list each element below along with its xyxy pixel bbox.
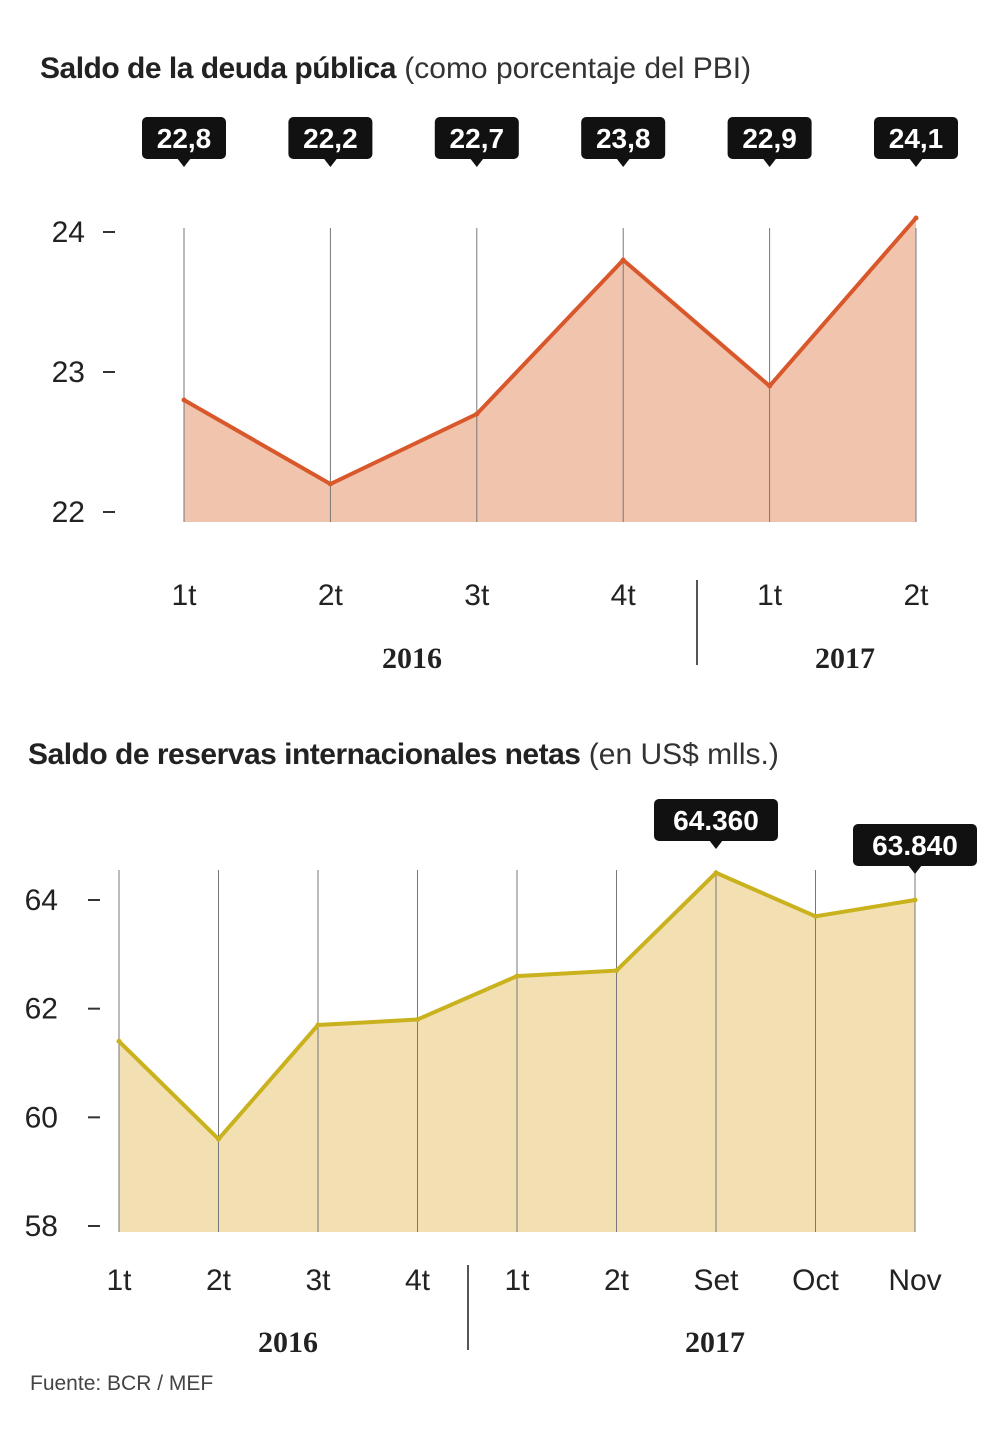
chart1-data-label-pointer: [323, 158, 338, 167]
chart1-data-label-pointer: [177, 158, 191, 167]
chart2-category-label: Set: [693, 1264, 739, 1297]
chart1-data-label: 22,9: [742, 123, 797, 154]
chart1-data-label: 22,7: [450, 123, 505, 154]
chart2-category-label: 2t: [206, 1264, 232, 1297]
chart1-data-label-callout: 22,9: [727, 117, 812, 167]
chart2-subtitle: (en US$ mlls.): [588, 738, 779, 771]
chart2-title: Saldo de reservas internacionales netas …: [28, 738, 779, 772]
chart1-title-main: Saldo de la deuda pública: [40, 52, 396, 85]
chart2-data-point: [415, 1017, 420, 1023]
chart1-data-label-callout: 22,2: [288, 117, 373, 167]
chart2-data-point: [514, 973, 520, 979]
chart1-data-label-callout: 23,8: [581, 117, 666, 167]
chart1-category-label: 2t: [318, 579, 344, 612]
chart2-category-label: Oct: [792, 1264, 839, 1297]
chart1-data-label-box: [727, 117, 812, 159]
chart1-data-label-box: [142, 117, 226, 159]
chart1-data-label-pointer: [762, 158, 777, 167]
chart2-category-label: 2t: [604, 1264, 630, 1297]
chart1-data-point: [620, 257, 626, 263]
chart1-data-label-box: [581, 117, 666, 159]
chart1-data-label-pointer: [909, 158, 923, 167]
chart2-data-label-box: [853, 824, 977, 866]
chart2-category-label: 4t: [405, 1264, 431, 1297]
chart2-data-label: 63.840: [872, 830, 958, 861]
chart1-data-label-box: [288, 117, 373, 159]
chart1-data-label: 22,2: [303, 123, 358, 154]
chart1-title: Saldo de la deuda pública (como porcenta…: [40, 52, 751, 86]
chart1-year-label: 2017: [815, 642, 875, 675]
chart2-data-point: [813, 913, 818, 919]
chart2-data-label-pointer: [908, 865, 922, 874]
chart2-data-label-box: [654, 799, 778, 841]
source-note: Fuente: BCR / MEF: [30, 1372, 214, 1395]
chart1-year-label: 2016: [382, 642, 442, 675]
chart1-category-label: 1t: [757, 579, 783, 612]
chart1-subtitle: (como porcentaje del PBI): [404, 52, 752, 85]
chart2-category-label: 3t: [305, 1264, 331, 1297]
chart2-data-label: 64.360: [673, 805, 759, 836]
chart2-data-point: [315, 1022, 321, 1028]
chart1-data-point: [327, 481, 333, 487]
chart2-data-point: [912, 897, 918, 903]
chart2-year-label: 2017: [685, 1326, 745, 1359]
chart2-y-tick-label: 62: [25, 993, 58, 1026]
chart1-category-label: 4t: [611, 579, 637, 612]
chart2-y-tick-label: 64: [25, 884, 58, 917]
chart1-data-label-box: [874, 117, 958, 159]
chart1-category-label: 1t: [171, 579, 197, 612]
chart2-year-label: 2016: [258, 1326, 318, 1359]
chart1-y-tick-label: 22: [52, 496, 85, 529]
chart1-data-label-callout: 22,8: [142, 117, 226, 167]
chart1-data-label: 23,8: [596, 123, 651, 154]
chart1-category-label: 3t: [464, 579, 490, 612]
chart1-category-label: 2t: [903, 579, 929, 612]
chart1-data-label: 22,8: [157, 123, 212, 154]
chart1-data-point: [181, 397, 187, 403]
chart1-data-label-pointer: [469, 158, 484, 167]
chart2-category-label: 1t: [504, 1264, 530, 1297]
chart2-category-label: 1t: [106, 1264, 132, 1297]
chart2-y-tick-label: 58: [25, 1210, 58, 1243]
chart1-y-tick-label: 23: [52, 356, 85, 389]
chart2-data-point: [713, 870, 719, 876]
chart1-data-label-callout: 24,1: [874, 117, 958, 167]
chart2-data-point: [216, 1136, 221, 1142]
chart2-category-label: Nov: [888, 1264, 941, 1297]
chart2-data-label-pointer: [709, 840, 723, 849]
chart1-data-label: 24,1: [889, 123, 944, 154]
chart1-area-fill: [184, 218, 916, 522]
chart1-data-label-callout: 22,7: [434, 117, 519, 167]
chart2-data-point: [116, 1038, 122, 1044]
chart2-data-label-callout: 63.840: [853, 824, 977, 874]
chart2-title-main: Saldo de reservas internacionales netas: [28, 738, 581, 771]
chart1-data-point: [913, 215, 919, 221]
chart2-y-tick-label: 60: [25, 1101, 58, 1134]
chart1-data-label-pointer: [616, 158, 631, 167]
chart2-data-label-callout: 64.360: [654, 799, 778, 849]
chart1-y-tick-label: 24: [52, 216, 85, 249]
chart2-data-point: [614, 968, 619, 974]
chart1-data-point: [474, 411, 480, 417]
chart1-series-line: [183, 216, 918, 487]
chart1-data-point: [767, 383, 773, 389]
chart1-data-label-box: [434, 117, 519, 159]
